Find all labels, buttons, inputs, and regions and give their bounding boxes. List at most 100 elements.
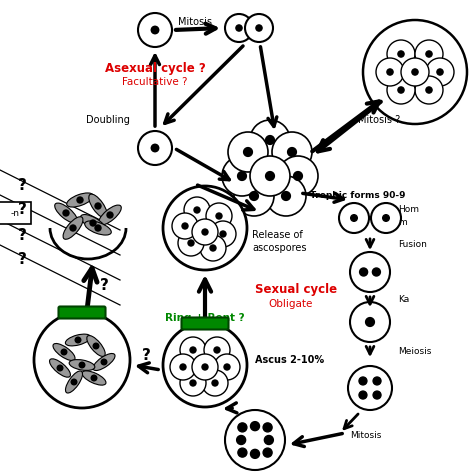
Circle shape (210, 245, 216, 251)
Ellipse shape (87, 336, 105, 356)
Circle shape (350, 302, 390, 342)
Circle shape (170, 354, 196, 380)
Ellipse shape (89, 194, 107, 218)
Circle shape (180, 337, 206, 363)
Circle shape (339, 203, 369, 233)
Circle shape (401, 58, 429, 86)
Circle shape (178, 230, 204, 256)
Circle shape (224, 364, 230, 370)
Ellipse shape (55, 203, 77, 223)
Ellipse shape (53, 344, 75, 361)
Text: ?: ? (18, 228, 27, 243)
Circle shape (190, 380, 196, 386)
Text: Ring + Rent ?: Ring + Rent ? (165, 313, 245, 323)
Circle shape (90, 220, 96, 226)
Circle shape (288, 147, 296, 156)
Ellipse shape (81, 215, 105, 231)
Text: Hom: Hom (398, 206, 419, 215)
Circle shape (204, 337, 230, 363)
Ellipse shape (50, 359, 71, 377)
Circle shape (376, 58, 404, 86)
Circle shape (250, 156, 290, 196)
FancyBboxPatch shape (58, 307, 106, 319)
Circle shape (188, 240, 194, 246)
Circle shape (180, 370, 206, 396)
Text: Meiosis: Meiosis (398, 347, 431, 356)
Text: ?: ? (18, 177, 27, 192)
Circle shape (250, 449, 259, 458)
Circle shape (225, 410, 285, 470)
Ellipse shape (69, 360, 95, 370)
Circle shape (426, 51, 432, 57)
Circle shape (359, 377, 367, 385)
Circle shape (206, 203, 232, 229)
Circle shape (365, 318, 374, 327)
Circle shape (93, 343, 99, 349)
Circle shape (202, 229, 208, 235)
FancyBboxPatch shape (0, 202, 31, 224)
Text: Release of: Release of (252, 230, 303, 240)
Circle shape (238, 448, 247, 457)
Circle shape (244, 147, 252, 156)
Circle shape (373, 268, 381, 276)
Circle shape (151, 26, 159, 34)
Circle shape (57, 365, 63, 371)
Circle shape (220, 231, 226, 237)
Ellipse shape (67, 193, 93, 207)
Circle shape (263, 423, 272, 432)
FancyBboxPatch shape (182, 318, 228, 329)
Text: ascospores: ascospores (252, 243, 307, 253)
Circle shape (200, 235, 226, 261)
Circle shape (371, 203, 401, 233)
Circle shape (194, 207, 200, 213)
Circle shape (95, 225, 101, 231)
Circle shape (373, 391, 381, 399)
Text: m: m (398, 218, 407, 227)
Circle shape (412, 69, 418, 75)
Circle shape (415, 40, 443, 68)
Circle shape (426, 87, 432, 93)
Circle shape (163, 186, 247, 270)
Text: Mitosis ?: Mitosis ? (358, 115, 400, 125)
Circle shape (234, 176, 274, 216)
Circle shape (278, 156, 318, 196)
Circle shape (263, 448, 272, 457)
Circle shape (202, 370, 228, 396)
Text: Mitosis: Mitosis (350, 430, 382, 439)
Circle shape (272, 132, 312, 172)
Text: Ka: Ka (398, 295, 409, 304)
Circle shape (387, 69, 393, 75)
Circle shape (63, 210, 69, 216)
Text: Ascus 2-10%: Ascus 2-10% (255, 355, 324, 365)
Circle shape (101, 359, 107, 365)
Circle shape (245, 14, 273, 42)
Circle shape (237, 172, 246, 181)
Circle shape (95, 203, 101, 209)
Circle shape (107, 212, 113, 218)
Ellipse shape (65, 334, 91, 346)
Ellipse shape (65, 371, 82, 393)
Circle shape (182, 223, 188, 229)
Circle shape (192, 354, 218, 380)
Ellipse shape (82, 371, 106, 385)
Circle shape (34, 312, 130, 408)
Circle shape (426, 58, 454, 86)
Text: Mitosis: Mitosis (178, 17, 212, 27)
Circle shape (359, 391, 367, 399)
Circle shape (387, 76, 415, 104)
Circle shape (172, 213, 198, 239)
Circle shape (228, 132, 268, 172)
Circle shape (348, 366, 392, 410)
Circle shape (264, 436, 273, 445)
Circle shape (437, 69, 443, 75)
Text: Fusion: Fusion (398, 239, 427, 248)
Text: Trophic forms 90-9: Trophic forms 90-9 (310, 191, 405, 200)
Text: Facultative ?: Facultative ? (122, 77, 188, 87)
Circle shape (236, 25, 242, 31)
Ellipse shape (63, 217, 83, 239)
Text: -n: -n (10, 209, 19, 218)
Text: Sexual cycle: Sexual cycle (255, 283, 337, 297)
Circle shape (256, 25, 262, 31)
Circle shape (75, 337, 81, 343)
Circle shape (138, 131, 172, 165)
